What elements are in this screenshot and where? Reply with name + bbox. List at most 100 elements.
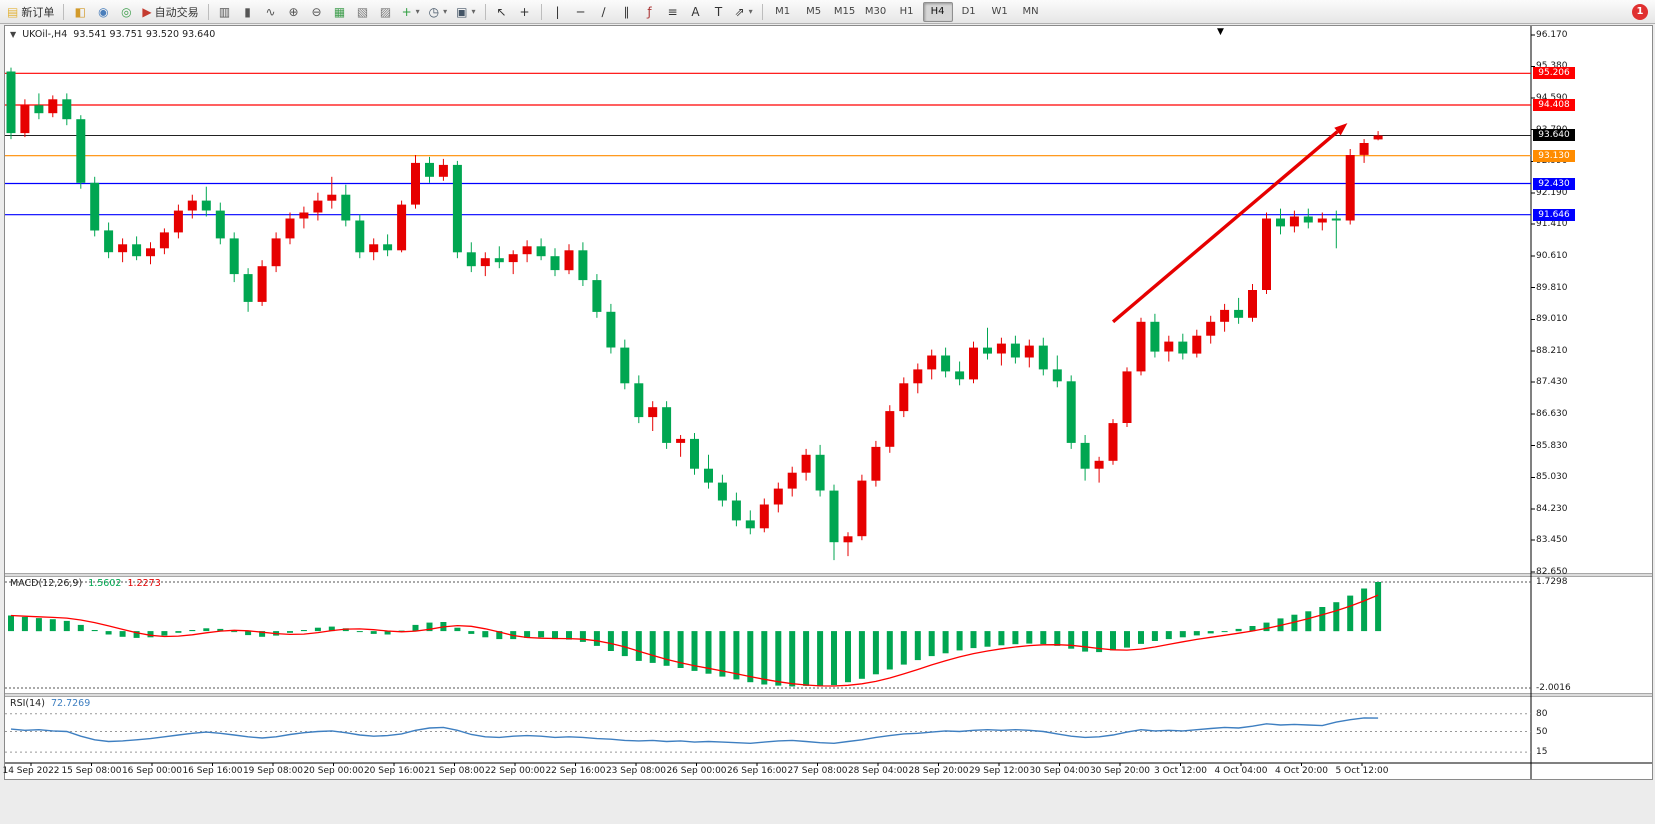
text-icon: A xyxy=(691,4,700,19)
notifications-badge[interactable]: 1 xyxy=(1632,3,1648,20)
text-label-button[interactable]: T xyxy=(708,2,730,22)
market-watch-icon: ◧ xyxy=(74,4,87,19)
time-tick-label: 16 Sep 16:00 xyxy=(182,766,243,776)
zoom-out-button[interactable]: ⊖ xyxy=(306,2,328,22)
price-tick-label: 92.190 xyxy=(1536,188,1568,198)
zoom-out-icon: ⊖ xyxy=(311,4,322,19)
time-tick-label: 22 Sep 16:00 xyxy=(545,766,606,776)
price-label-box-93.130: 93.130 xyxy=(1533,150,1575,162)
price-label-box-91.646: 91.646 xyxy=(1533,209,1575,221)
cascade-windows-button[interactable]: ▨ xyxy=(375,2,397,22)
price-tick-label: 95.380 xyxy=(1536,61,1568,71)
add-indicator-button[interactable]: + ▾ xyxy=(398,2,424,22)
candlestick-chart-button[interactable]: ▮ xyxy=(237,2,259,22)
mac-axis-min-label: -2.0016 xyxy=(1536,683,1571,693)
periods-button[interactable]: ◷ ▾ xyxy=(425,2,452,22)
templates-button[interactable]: ▣ ▾ xyxy=(452,2,479,22)
time-tick-label: 29 Sep 12:00 xyxy=(968,766,1030,776)
bar-chart-icon: ▥ xyxy=(218,4,231,19)
zoom-in-button[interactable]: ⊕ xyxy=(283,2,305,22)
time-tick-label: 28 Sep 20:00 xyxy=(908,766,969,776)
toolbar-separator xyxy=(63,3,65,20)
price-tick-label: 88.210 xyxy=(1536,346,1568,356)
time-tick-label: 28 Sep 04:00 xyxy=(847,766,909,776)
rsi-name: RSI(14) xyxy=(10,698,45,709)
toolbar-separator xyxy=(761,3,763,20)
timeframe-button-m1[interactable]: M1 xyxy=(775,6,791,17)
price-tick-label: 89.010 xyxy=(1536,314,1568,324)
time-tick-label: 5 Oct 12:00 xyxy=(1335,766,1389,776)
chart-canvas[interactable] xyxy=(5,26,1652,779)
cycle-lines-icon: ≡ xyxy=(667,4,678,19)
trendline-button[interactable]: ∕ xyxy=(593,2,615,22)
timeframe-button-h4[interactable]: H4 xyxy=(922,1,953,22)
price-tick-label: 91.410 xyxy=(1536,219,1568,229)
time-tick-label: 26 Sep 00:00 xyxy=(666,766,727,776)
time-tick-label: 16 Sep 00:00 xyxy=(121,766,183,776)
line-chart-button[interactable]: ∿ xyxy=(260,2,282,22)
bar-chart-button[interactable]: ▥ xyxy=(214,2,236,22)
rsi-level-label: 50 xyxy=(1536,727,1548,737)
horizontal-line-button[interactable]: ─ xyxy=(570,2,592,22)
time-tick-label: 3 Oct 12:00 xyxy=(1154,766,1207,776)
tile-windows-button[interactable]: ▦ xyxy=(329,2,351,22)
navigator-button[interactable]: ◉ xyxy=(92,2,114,22)
price-tick-label: 82.650 xyxy=(1536,567,1568,577)
current-price-label-box: 93.640 xyxy=(1533,129,1575,141)
new-order-button-label: 新订单 xyxy=(21,5,55,19)
macd-signal-value: 1.2273 xyxy=(127,578,161,589)
arrows-button[interactable]: ⇗ ▾ xyxy=(731,2,757,22)
price-tick-label: 90.610 xyxy=(1536,251,1568,261)
candlestick-chart-icon: ▮ xyxy=(244,4,251,19)
symbol-period-label: UKOil-,H4 xyxy=(22,29,68,40)
terminal-icon: ◎ xyxy=(121,4,132,19)
price-tick-label: 87.430 xyxy=(1536,377,1568,387)
toolbar-separator xyxy=(484,3,486,20)
timeframe-button-d1[interactable]: D1 xyxy=(961,6,976,17)
timeframe-button-mn[interactable]: MN xyxy=(1022,6,1039,17)
add-indicator-icon: + xyxy=(401,4,412,19)
time-tick-label: 30 Sep 20:00 xyxy=(1089,766,1151,776)
cycle-lines-button[interactable]: ≡ xyxy=(662,2,684,22)
toolbar-separator xyxy=(207,3,209,20)
navigator-icon: ◉ xyxy=(98,4,109,19)
rsi-line xyxy=(10,717,1379,745)
vertical-line-button[interactable]: | xyxy=(547,2,569,22)
rsi-indicator-label: RSI(14) 72.7269 xyxy=(10,698,90,709)
auto-trading-button[interactable]: ▶ 自动交易 xyxy=(138,2,202,22)
trend-arrow[interactable] xyxy=(1111,123,1348,324)
market-watch-button[interactable]: ◧ xyxy=(69,2,91,22)
text-label-icon: T xyxy=(714,4,723,19)
time-tick-label: 19 Sep 08:00 xyxy=(242,766,304,776)
timeframe-button-w1[interactable]: W1 xyxy=(991,6,1008,17)
timeframe-button-m5[interactable]: M5 xyxy=(806,6,822,17)
scroll-to-end-marker[interactable]: ▼ xyxy=(1217,27,1224,37)
dropdown-caret-icon: ▾ xyxy=(471,7,476,16)
candles-layer xyxy=(6,67,1383,561)
timeframe-button-m15[interactable]: M15 xyxy=(833,6,856,17)
crosshair-icon: + xyxy=(519,4,530,19)
dropdown-caret-icon: ▾ xyxy=(443,7,448,16)
arrange-windows-button[interactable]: ▧ xyxy=(352,2,374,22)
new-order-icon: ▤ xyxy=(7,4,19,19)
cursor-button[interactable]: ↖ xyxy=(491,2,513,22)
channel-button[interactable]: ∥ xyxy=(616,2,638,22)
chevron-down-icon[interactable]: ▼ xyxy=(10,30,17,39)
macd-pane-splitter[interactable] xyxy=(5,573,1652,577)
cascade-windows-icon: ▨ xyxy=(379,4,392,19)
crosshair-button[interactable]: + xyxy=(514,2,536,22)
new-order-button[interactable]: ▤ 新订单 xyxy=(3,2,58,22)
rsi-value: 72.7269 xyxy=(50,698,91,709)
timeframe-button-h1[interactable]: H1 xyxy=(899,6,914,17)
text-button[interactable]: A xyxy=(685,2,707,22)
arrow-tool-icon: ⇗ xyxy=(734,4,745,19)
arrange-windows-icon: ▧ xyxy=(356,4,369,19)
rsi-pane-splitter[interactable] xyxy=(5,693,1652,697)
time-tick-label: 20 Sep 16:00 xyxy=(363,766,425,776)
chart-window[interactable]: ▼ UKOil-,H4 93.541 93.751 93.520 93.640 … xyxy=(2,25,1653,780)
macd-signal-line xyxy=(10,594,1379,687)
price-label-box-94.408: 94.408 xyxy=(1533,99,1575,111)
fibonacci-button[interactable]: ƒ xyxy=(639,2,661,22)
timeframe-button-m30[interactable]: M30 xyxy=(864,6,887,17)
terminal-button[interactable]: ◎ xyxy=(115,2,137,22)
